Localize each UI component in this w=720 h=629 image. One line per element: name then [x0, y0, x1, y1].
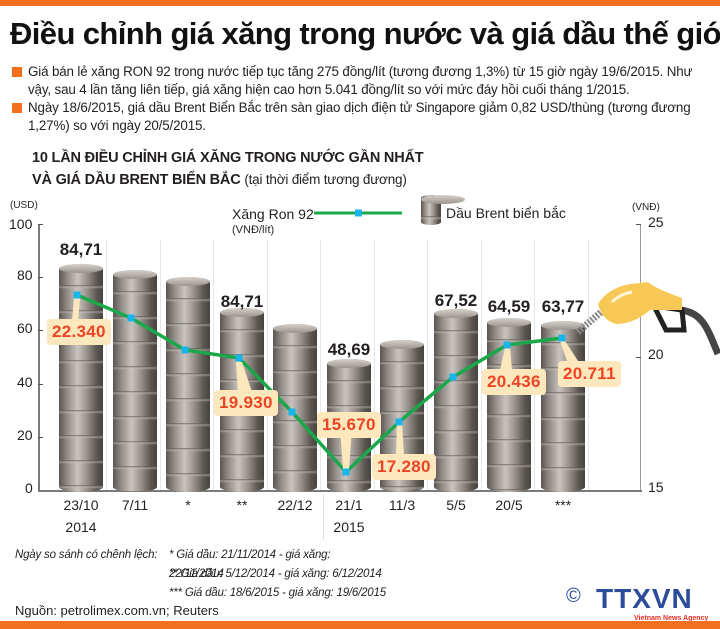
bar-value-label: 84,71 — [59, 240, 103, 259]
price-callout: 20.436 — [482, 369, 546, 395]
right-axis-unit: (VNĐ) — [632, 202, 660, 213]
bar-5-5 — [434, 309, 478, 492]
right-tick: 20 — [648, 346, 664, 362]
right-tick: 25 — [648, 214, 664, 230]
left-tick: 80 — [17, 267, 33, 283]
bullet-square-icon — [12, 103, 22, 113]
left-axis-unit: (USD) — [10, 200, 38, 211]
logo-tagline: Vietnam News Agency — [634, 615, 709, 622]
bullet-item: Ngày 18/6/2015, giá dầu Brent Biển Bắc t… — [12, 99, 717, 135]
grid-line — [427, 240, 428, 490]
x-label: 21/1 2015 — [333, 497, 365, 535]
bar-value-label: 48,69 — [327, 340, 371, 359]
legend-gasoline-label: Xăng Ron 92 — [232, 206, 314, 222]
logo-wordmark: TTXVN — [596, 583, 693, 614]
x-label: *** — [554, 497, 572, 513]
grid-line — [374, 240, 375, 490]
x-label: ** — [236, 497, 248, 513]
grid-line — [160, 240, 161, 490]
tick-mark — [636, 224, 641, 225]
left-tick: 100 — [9, 216, 33, 232]
left-tick: 20 — [17, 427, 33, 443]
tick-mark — [636, 357, 641, 358]
grid-line — [534, 240, 535, 490]
x-label: 5/5 — [446, 497, 466, 513]
left-tick: 60 — [17, 320, 33, 336]
bar-22-12 — [273, 324, 317, 492]
tick-mark — [38, 224, 43, 225]
grid-line — [320, 240, 321, 490]
price-callout: 17.280 — [372, 454, 436, 480]
price-callout: 22.340 — [47, 319, 111, 345]
price-callout: 19.930 — [214, 390, 278, 416]
tick-mark — [38, 384, 43, 385]
price-callout: 15.670 — [317, 412, 381, 438]
fuel-nozzle-icon — [575, 282, 720, 356]
year-divider — [323, 495, 324, 540]
chart-subtitle: 10 LẦN ĐIỀU CHỈNH GIÁ XĂNG TRONG NƯỚC GẦ… — [32, 150, 424, 188]
x-label: * — [185, 497, 191, 513]
bar-value-label: 64,59 — [487, 297, 531, 316]
bar-7-11 — [113, 270, 157, 492]
x-label: 11/3 — [388, 497, 416, 513]
x-label: 22/12 — [277, 497, 313, 513]
bar-value-label: 67,52 — [434, 291, 478, 310]
left-tick: 0 — [25, 480, 33, 496]
left-axis — [38, 224, 40, 491]
bottom-accent-bar — [0, 621, 720, 629]
source-note: Nguồn: petrolimex.com.vn; Reuters — [15, 603, 219, 618]
bar-value-label: 63,77 — [541, 297, 585, 316]
tick-mark — [38, 437, 43, 438]
grid-line — [267, 240, 268, 490]
bullet-square-icon — [12, 67, 22, 77]
grid-line — [213, 240, 214, 490]
x-label: 23/10 2014 — [63, 497, 99, 535]
x-label: 20/5 — [495, 497, 523, 513]
bar-value-label: 84,71 — [220, 292, 264, 311]
tick-mark — [38, 330, 43, 331]
legend-barrel-icon — [421, 195, 465, 225]
grid-line — [481, 240, 482, 490]
tick-mark — [38, 277, 43, 278]
grid-line — [106, 240, 107, 490]
x-label: 7/11 — [121, 497, 149, 513]
bullet-item: Giá bán lẻ xăng RON 92 trong nước tiếp t… — [12, 63, 717, 99]
copyright-icon: © — [566, 585, 581, 607]
bar-star1 — [166, 277, 210, 492]
legend-line-icon — [314, 209, 402, 217]
top-accent-bar — [0, 0, 720, 6]
left-tick: 40 — [17, 374, 33, 390]
legend-gasoline-unit: (VNĐ/lít) — [232, 224, 275, 236]
right-tick: 15 — [648, 479, 664, 495]
page-title: Điều chỉnh giá xăng trong nước và giá dầ… — [10, 16, 720, 51]
price-callout: 20.711 — [558, 361, 621, 387]
footnotes: Ngày so sánh có chênh lệch: * Giá dầu: 21… — [15, 549, 386, 599]
summary-bullets: Giá bán lẻ xăng RON 92 trong nước tiếp t… — [12, 63, 717, 135]
legend-oil-label: Dầu Brent biển bắc — [446, 205, 566, 221]
